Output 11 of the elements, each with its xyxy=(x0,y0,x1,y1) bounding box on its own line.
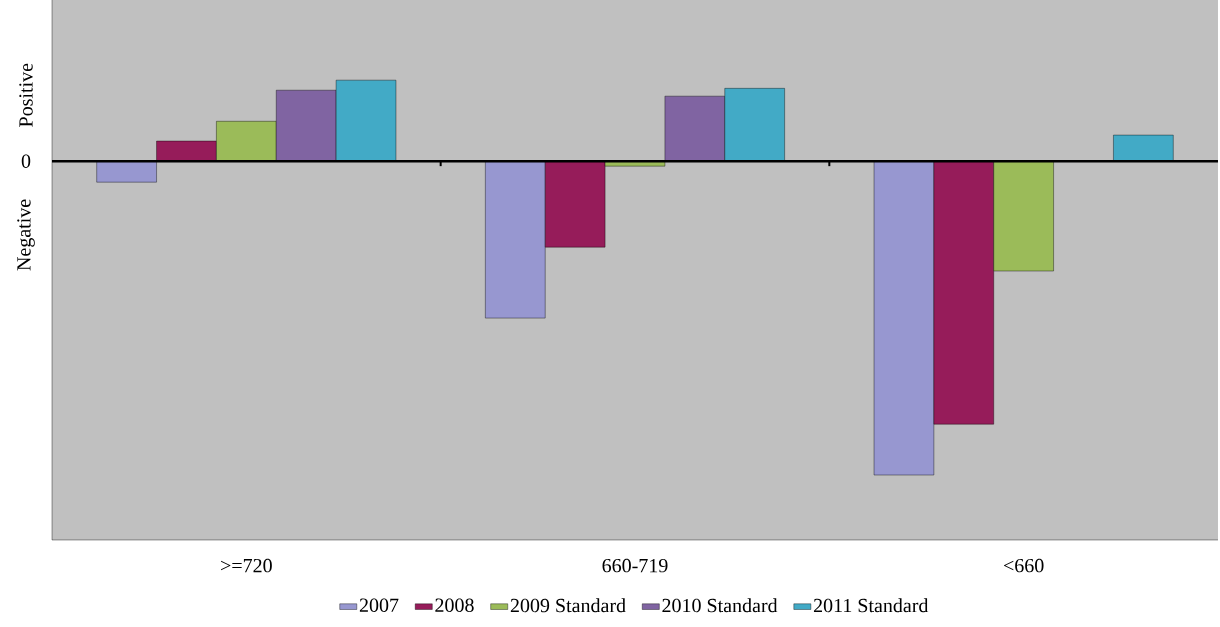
x-tick-label: 660-719 xyxy=(602,558,668,573)
text: 0 xyxy=(21,154,31,168)
legend-label: 2011 Standard xyxy=(813,598,929,613)
x-tick-label: >=720 xyxy=(221,558,272,573)
legend-label: 2007 xyxy=(359,598,399,612)
x-tick-label: <660 xyxy=(1004,558,1044,573)
legend-label: 2008 xyxy=(435,598,474,612)
legend-label: 2009 Standard xyxy=(510,598,626,613)
text: Positive xyxy=(19,63,33,127)
text: Negative xyxy=(17,199,35,271)
legend-label: 2010 Standard xyxy=(662,598,778,613)
